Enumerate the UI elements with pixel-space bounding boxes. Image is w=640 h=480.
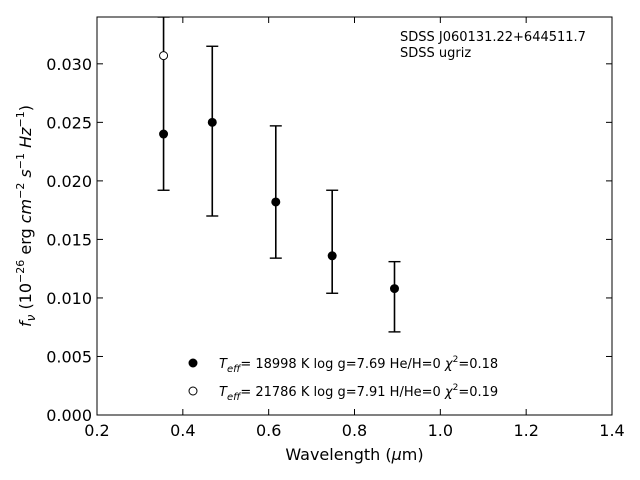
object-name-annotation: SDSS J060131.22+644511.7 [400,30,586,45]
x-tick-label: 0.4 [170,421,195,440]
model-point-filled [207,117,217,127]
x-tick-label: 0.6 [256,421,281,440]
x-tick-label: 1.0 [428,421,453,440]
y-tick-label: 0.000 [46,406,92,425]
legend-marker [188,386,198,396]
y-tick-label: 0.030 [46,55,92,74]
x-tick-label: 0.8 [342,421,367,440]
axes-frame [96,16,613,416]
legend-marker [188,358,198,368]
data-markers [159,51,399,294]
model-point-filled [327,251,337,261]
x-axis-label: Wavelength (μm) [285,445,423,464]
legend-entry-label: Teff= 18998 K log g=7.69 He/H=0 χ2=0.18 [219,355,498,375]
error-bars [157,17,401,333]
x-tick-label: 0.2 [84,421,109,440]
model-point-filled [389,284,399,294]
filter-system-annotation: SDSS ugriz [400,46,471,61]
legend: Teff= 18998 K log g=7.69 He/H=0 χ2=0.18 T… [188,355,498,403]
y-tick-label: 0.015 [46,230,92,249]
model-point-filled [159,129,169,139]
legend-entry-label: Teff= 21786 K log g=7.91 H/He=0 χ2=0.19 [219,383,498,403]
model-point-filled [271,197,281,207]
y-tick-label: 0.005 [46,347,92,366]
y-axis-label: fν (10−26 erg cm−2 s−1 Hz−1) [14,105,38,327]
x-tick-label: 1.4 [599,421,624,440]
x-axis-ticks: 0.2 0.4 0.6 0.8 1.0 1.2 1.4 [84,17,625,440]
y-tick-label: 0.010 [46,289,92,308]
x-tick-label: 1.2 [513,421,538,440]
y-axis-ticks: 0.000 0.005 0.010 0.015 0.020 0.025 0.030 [46,55,612,425]
y-tick-label: 0.025 [46,113,92,132]
y-tick-label: 0.020 [46,172,92,191]
model-point-open [159,51,169,61]
